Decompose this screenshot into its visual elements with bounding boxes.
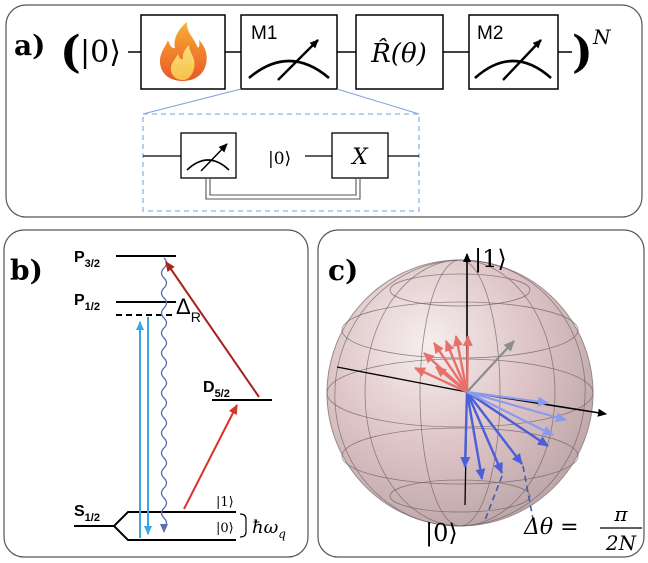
- m1-detail-inset: |0⟩ X: [142, 113, 420, 212]
- quadrupole-beam: [183, 404, 238, 510]
- ket-zero-label-c: |0⟩: [425, 519, 458, 548]
- angle-marker-right: [522, 465, 534, 520]
- sphere-body: [326, 259, 594, 527]
- panel-c-label: c): [328, 254, 358, 287]
- hbar-omega-label: ħωq: [252, 517, 286, 541]
- classical-wire-outer: [205, 178, 361, 200]
- fraction-denominator: 2N: [605, 531, 638, 555]
- panel-c-frame: [317, 229, 645, 558]
- level-s12-lower: [113, 525, 236, 541]
- ket-one-label-b: |1⟩: [216, 495, 234, 510]
- meter-icon: [474, 39, 552, 81]
- inset-meter-gate: [180, 132, 237, 179]
- ket-one-label-c: |1⟩: [474, 245, 507, 274]
- close-paren: ): [572, 27, 593, 78]
- light-blue-arrows: [466, 390, 567, 436]
- level-p32-label: P3/2: [74, 249, 100, 270]
- bloch-sphere: [326, 253, 607, 527]
- meter-icon: [186, 143, 230, 172]
- ket-zero-input: |0⟩: [80, 35, 121, 70]
- blue-arrows: [460, 391, 549, 480]
- panel-a-label: a): [14, 29, 45, 62]
- heat-gate: [140, 14, 226, 90]
- repump-beam: [165, 261, 260, 398]
- panel-a-frame: [5, 4, 643, 218]
- red-arrows: [414, 335, 473, 394]
- level-d52-label: D5/2: [203, 379, 230, 400]
- detuning-label: ΔR: [176, 294, 201, 325]
- meter-icon: [248, 39, 330, 81]
- ket-zero-label-b: |0⟩: [216, 521, 234, 536]
- panel-b: b) P3/2 P1/2 ΔR D5/2 S1/2 |1⟩ |0⟩ ħωq: [3, 229, 309, 558]
- m2-gate: M2: [468, 14, 559, 90]
- inset-ket-zero: |0⟩: [268, 149, 291, 169]
- panel-b-frame: [3, 229, 309, 558]
- level-s12-label: S1/2: [74, 503, 100, 524]
- splitting-brace: [239, 513, 247, 538]
- y-axis: [336, 366, 468, 393]
- panel-c: c): [317, 229, 645, 558]
- panel-a: a) ( |0⟩ M1 R̂(θ): [5, 4, 643, 218]
- decay-wave: [160, 257, 168, 533]
- m1-gate: M1: [240, 14, 338, 90]
- fire-icon: [159, 22, 207, 81]
- open-paren: (: [60, 27, 81, 78]
- x-gate: [331, 132, 389, 179]
- rotation-label: R̂(θ): [370, 38, 427, 69]
- classical-wire-inner: [209, 178, 357, 196]
- repeat-exponent: N: [592, 25, 612, 49]
- m1-label: M1: [251, 23, 277, 44]
- m2-label: M2: [477, 23, 503, 44]
- fraction-numerator: π: [613, 502, 628, 526]
- level-p12-label: P1/2: [74, 292, 100, 313]
- panel-b-label: b): [10, 254, 43, 287]
- level-s12-upper: [74, 511, 236, 527]
- zoom-line-right: [336, 88, 420, 115]
- x-gate-label: X: [350, 145, 369, 170]
- angle-marker-left: [484, 475, 503, 521]
- grey-arrow: [466, 340, 515, 393]
- rotation-gate: R̂(θ): [355, 14, 444, 90]
- angle-resolution-label: Δθ = π 2N: [523, 502, 642, 555]
- delta-theta-label: Δθ =: [523, 515, 579, 540]
- zoom-line-left: [142, 88, 242, 115]
